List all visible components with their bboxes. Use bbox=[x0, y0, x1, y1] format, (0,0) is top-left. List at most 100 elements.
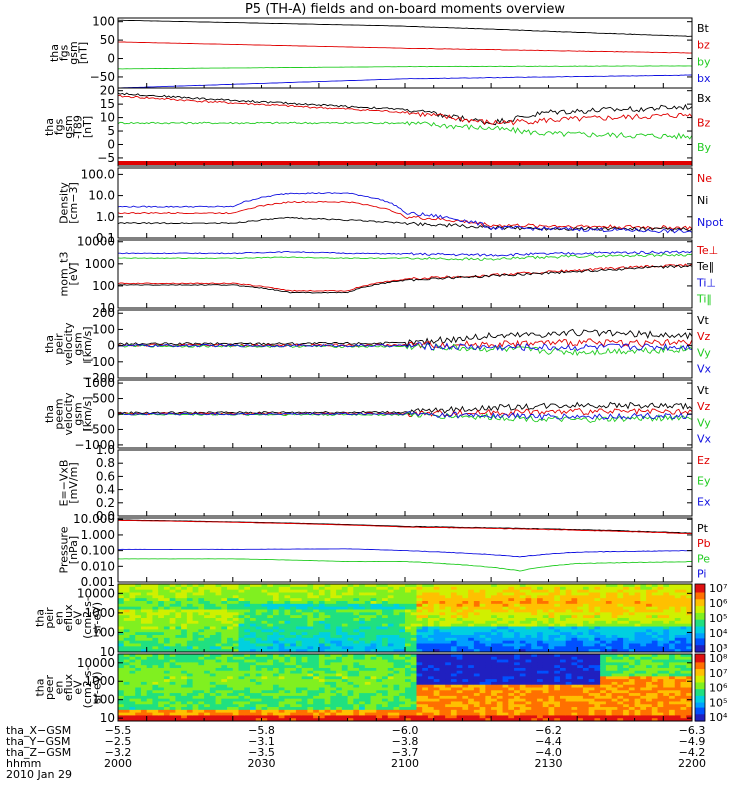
y-axis-label: en bbox=[53, 681, 66, 695]
xaxis-tick-value: −4.2 bbox=[679, 746, 706, 759]
legend-Ti⊥: Ti⊥ bbox=[696, 276, 716, 289]
series-line-Bz bbox=[118, 94, 692, 126]
panel-frame bbox=[117, 239, 693, 309]
xaxis-tick-value: 2100 bbox=[391, 757, 419, 770]
colorbar-peir_spec: 10⁷ 10⁶ 10⁵ 10⁴ 10³ bbox=[694, 582, 728, 655]
y-tick-label: 100 bbox=[92, 693, 115, 707]
xaxis-tick-value: −4.0 bbox=[535, 746, 562, 759]
y-tick-label: 100 bbox=[92, 625, 115, 639]
xaxis-tick-value: −2.5 bbox=[105, 735, 132, 748]
series-line-Bx bbox=[118, 92, 692, 126]
y-axis-label: [mV/m] bbox=[67, 462, 80, 503]
xaxis-tick-value: −4.9 bbox=[679, 735, 706, 748]
xaxis-tick-value: −3.1 bbox=[248, 735, 275, 748]
series-line-Pi bbox=[118, 548, 692, 558]
y-axis-label: eflux bbox=[62, 604, 75, 632]
y-axis-label: velocity bbox=[62, 322, 75, 365]
y-tick-label: 10000 bbox=[77, 586, 115, 600]
y-axis-label: -T89 bbox=[72, 115, 85, 139]
y-axis-label: sr-eV) bbox=[91, 602, 104, 634]
legend-Pb: Pb bbox=[697, 537, 711, 550]
y-tick-label: 1.0 bbox=[96, 443, 115, 457]
series-line-Ti‖ bbox=[118, 253, 692, 261]
xaxis-tick-value: −3.5 bbox=[248, 746, 275, 759]
y-axis-label: [nT] bbox=[81, 116, 94, 138]
y-tick-label: 0.8 bbox=[96, 456, 115, 470]
legend-bx: bx bbox=[697, 72, 711, 85]
y-axis-label: fgs bbox=[57, 44, 70, 61]
xaxis-tick-value: −6.0 bbox=[392, 724, 419, 737]
xaxis-row-label: tha_Y−GSM bbox=[6, 735, 70, 748]
y-axis-label: fgs bbox=[53, 118, 66, 135]
panel-peir_spec: 10⁷ 10⁶ 10⁵ 10⁴ 10³ 10000 1000 100 10 thapeirenef… bbox=[34, 582, 728, 659]
y-tick-label: 10 bbox=[100, 645, 115, 659]
y-axis-label: peer bbox=[43, 675, 56, 701]
y-tick-label: 1.0 bbox=[96, 210, 115, 224]
series-line-Vy bbox=[118, 410, 692, 424]
xaxis-tick-value: −3.7 bbox=[392, 746, 419, 759]
xaxis-row-label: tha_Z−GSM bbox=[6, 746, 71, 759]
y-axis-label: Pressure bbox=[57, 526, 70, 573]
y-tick-label: 0.1 bbox=[96, 231, 115, 245]
series-line-Pb bbox=[118, 519, 692, 535]
y-axis-label: velocity bbox=[62, 392, 75, 435]
series-line-Vt bbox=[118, 328, 692, 348]
y-tick-label: 1.000 bbox=[81, 528, 115, 542]
legend-Ne: Ne bbox=[697, 172, 712, 185]
y-axis-label: [eV] bbox=[67, 263, 80, 286]
series-line-Ti⊥ bbox=[118, 250, 692, 257]
y-tick-label: −500 bbox=[82, 422, 115, 436]
colorbar-tick-label: 10⁸ bbox=[709, 652, 728, 665]
spectrogram-peir_spec bbox=[118, 584, 692, 652]
legend-Bt: Bt bbox=[697, 22, 710, 35]
series-line-bz bbox=[118, 41, 692, 54]
y-axis-label: gsm bbox=[72, 332, 85, 355]
y-axis-label: tha bbox=[43, 405, 56, 423]
y-axis-label: [cm−3] bbox=[67, 182, 80, 224]
legend-Vx: Vx bbox=[697, 433, 712, 446]
series-line-Ne bbox=[118, 200, 692, 231]
series-line-Te⊥ bbox=[118, 263, 692, 292]
series-line-Vx bbox=[118, 410, 692, 421]
y-tick-label: 100 bbox=[92, 279, 115, 293]
y-axis-label: gsm bbox=[67, 41, 80, 64]
y-tick-label: 0 bbox=[107, 137, 115, 151]
panel-frame bbox=[117, 17, 693, 89]
y-tick-label: 10.000 bbox=[73, 512, 115, 526]
y-axis-label: sr-eV) bbox=[91, 671, 104, 703]
y-tick-label: 1000 bbox=[84, 257, 115, 271]
y-axis-label: [nT] bbox=[76, 42, 89, 64]
spectrogram-peer_spec bbox=[118, 654, 692, 721]
date-label: 2010 Jan 29 bbox=[6, 768, 72, 781]
xaxis-tick-value: −3.8 bbox=[392, 735, 419, 748]
y-axis-label: tha bbox=[34, 678, 47, 696]
legend-Pe: Pe bbox=[697, 552, 710, 565]
series-line-By bbox=[118, 120, 692, 140]
y-tick-label: 10000 bbox=[77, 235, 115, 249]
colorbar-tick-label: 10⁶ bbox=[709, 597, 728, 610]
legend-Ni: Ni bbox=[697, 194, 708, 207]
colorbar-tick-label: 10⁴ bbox=[709, 627, 728, 640]
y-tick-label: 10 bbox=[100, 301, 115, 315]
y-axis-label: [nPa] bbox=[67, 536, 80, 564]
y-axis-label: tha bbox=[43, 118, 56, 136]
colorbar-tick-label: 10⁷ bbox=[709, 667, 727, 680]
colorbar-tick-label: 10⁶ bbox=[709, 682, 728, 695]
y-axis-label: en bbox=[53, 611, 66, 625]
y-tick-label: 1000 bbox=[84, 376, 115, 390]
panel-density: 100.0 10.0 1.0 0.1 Density[cm−3] Ne Ni Npot bbox=[57, 167, 724, 245]
y-tick-label: −200 bbox=[82, 371, 115, 385]
xaxis-tick-value: 2130 bbox=[535, 757, 563, 770]
panel-frame bbox=[117, 87, 693, 167]
xaxis-tick-value: 2000 bbox=[104, 757, 132, 770]
figure-title: P5 (TH-A) fields and on-board moments ov… bbox=[245, 2, 565, 17]
y-tick-label: 0.6 bbox=[96, 469, 115, 483]
legend-Vt: Vt bbox=[697, 314, 710, 327]
y-tick-label: 500 bbox=[92, 392, 115, 406]
legend-Te⊥: Te⊥ bbox=[696, 244, 718, 257]
xaxis-tick-value: −4.4 bbox=[535, 735, 562, 748]
legend-Vt: Vt bbox=[697, 384, 710, 397]
